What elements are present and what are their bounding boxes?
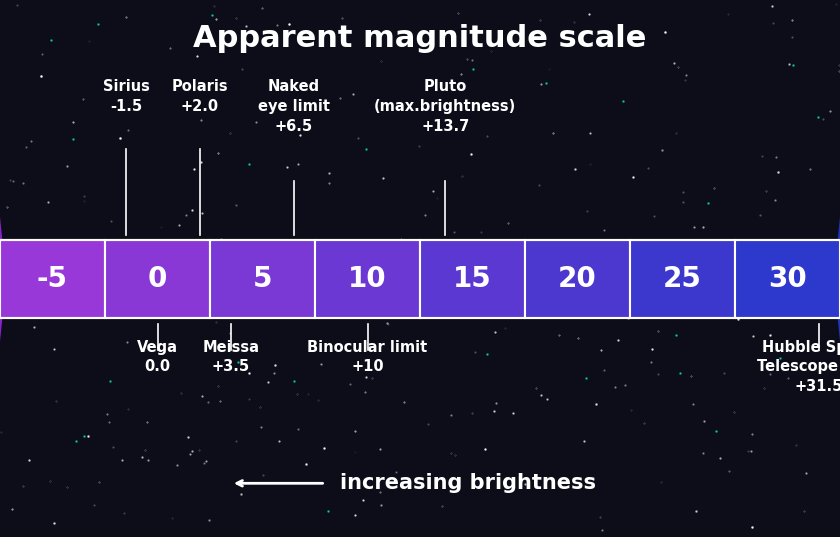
Text: Sirius
-1.5: Sirius -1.5 <box>102 79 150 114</box>
Bar <box>525 241 630 318</box>
Bar <box>834 241 840 318</box>
Bar <box>315 241 420 318</box>
Text: 0: 0 <box>148 265 167 293</box>
Text: Meissa
+3.5: Meissa +3.5 <box>202 340 260 374</box>
Polygon shape <box>0 217 6 342</box>
Text: 5: 5 <box>253 265 272 293</box>
Text: Pluto
(max.brightness)
+13.7: Pluto (max.brightness) +13.7 <box>374 79 517 134</box>
Text: Hubble Space
Telescope limit
+31.5: Hubble Space Telescope limit +31.5 <box>757 340 840 394</box>
Text: 25: 25 <box>663 265 702 293</box>
Text: Polaris
+2.0: Polaris +2.0 <box>171 79 228 114</box>
Text: Binocular limit
+10: Binocular limit +10 <box>307 340 428 374</box>
Bar <box>420 241 525 318</box>
Text: 10: 10 <box>349 265 386 293</box>
Bar <box>210 241 315 318</box>
Text: 15: 15 <box>453 265 492 293</box>
Text: Vega
0.0: Vega 0.0 <box>137 340 178 374</box>
Bar <box>0 241 6 318</box>
Text: 30: 30 <box>768 265 807 293</box>
Text: Apparent magnitude scale: Apparent magnitude scale <box>193 24 647 53</box>
Text: Naked
eye limit
+6.5: Naked eye limit +6.5 <box>258 79 330 134</box>
Polygon shape <box>834 217 840 342</box>
Text: -5: -5 <box>37 265 68 293</box>
Text: 20: 20 <box>558 265 597 293</box>
Text: increasing brightness: increasing brightness <box>340 473 596 494</box>
Bar <box>105 241 210 318</box>
Bar <box>0 241 105 318</box>
Bar <box>630 241 735 318</box>
Bar <box>735 241 840 318</box>
